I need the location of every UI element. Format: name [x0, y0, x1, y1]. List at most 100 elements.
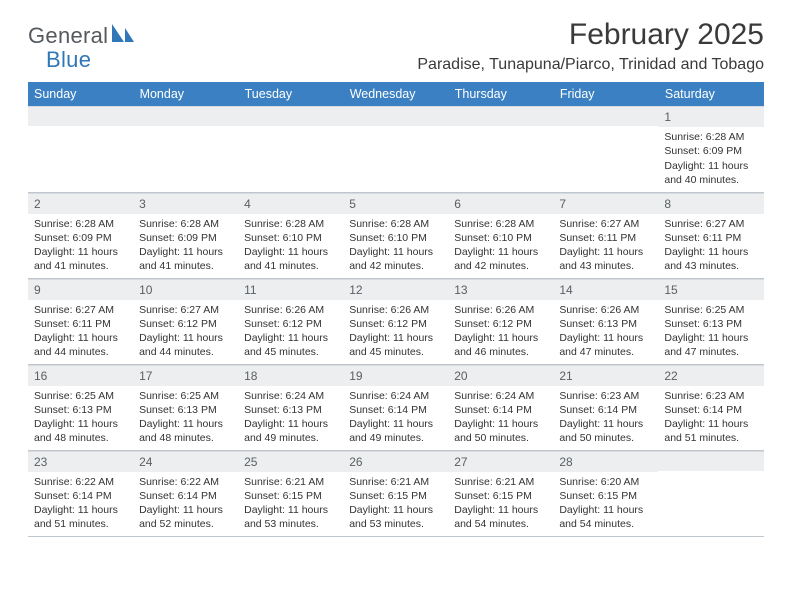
empty-day	[28, 106, 133, 126]
sunrise-line: Sunrise: 6:26 AM	[349, 303, 442, 317]
day-details: Sunrise: 6:25 AMSunset: 6:13 PMDaylight:…	[28, 386, 133, 450]
sunrise-line: Sunrise: 6:22 AM	[34, 475, 127, 489]
brand-word-1: General	[28, 23, 108, 49]
daylight-line: Daylight: 11 hours and 42 minutes.	[454, 245, 547, 273]
empty-day	[133, 106, 238, 126]
day-details: Sunrise: 6:22 AMSunset: 6:14 PMDaylight:…	[28, 472, 133, 536]
daylight-line: Daylight: 11 hours and 45 minutes.	[349, 331, 442, 359]
day-details: Sunrise: 6:28 AMSunset: 6:10 PMDaylight:…	[343, 214, 448, 278]
day-details: Sunrise: 6:28 AMSunset: 6:09 PMDaylight:…	[28, 214, 133, 278]
calendar-cell	[658, 450, 763, 536]
sunset-line: Sunset: 6:12 PM	[454, 317, 547, 331]
location-subtitle: Paradise, Tunapuna/Piarco, Trinidad and …	[417, 56, 764, 74]
sunrise-line: Sunrise: 6:25 AM	[139, 389, 232, 403]
calendar-cell: 5Sunrise: 6:28 AMSunset: 6:10 PMDaylight…	[343, 192, 448, 278]
sunset-line: Sunset: 6:13 PM	[139, 403, 232, 417]
day-details: Sunrise: 6:24 AMSunset: 6:14 PMDaylight:…	[448, 386, 553, 450]
day-number: 14	[553, 279, 658, 300]
day-number: 22	[658, 365, 763, 386]
daylight-line: Daylight: 11 hours and 50 minutes.	[454, 417, 547, 445]
calendar-cell: 26Sunrise: 6:21 AMSunset: 6:15 PMDayligh…	[343, 450, 448, 536]
calendar-row: 2Sunrise: 6:28 AMSunset: 6:09 PMDaylight…	[28, 192, 764, 278]
sunrise-line: Sunrise: 6:25 AM	[664, 303, 757, 317]
sunset-line: Sunset: 6:11 PM	[559, 231, 652, 245]
day-number: 23	[28, 451, 133, 472]
daylight-line: Daylight: 11 hours and 53 minutes.	[349, 503, 442, 531]
sunrise-line: Sunrise: 6:27 AM	[34, 303, 127, 317]
sunrise-line: Sunrise: 6:26 AM	[559, 303, 652, 317]
daylight-line: Daylight: 11 hours and 49 minutes.	[349, 417, 442, 445]
sunset-line: Sunset: 6:15 PM	[349, 489, 442, 503]
calendar-cell: 8Sunrise: 6:27 AMSunset: 6:11 PMDaylight…	[658, 192, 763, 278]
day-number: 28	[553, 451, 658, 472]
title-block: February 2025 Paradise, Tunapuna/Piarco,…	[417, 18, 764, 74]
day-details: Sunrise: 6:26 AMSunset: 6:12 PMDaylight:…	[238, 300, 343, 364]
calendar-cell	[343, 106, 448, 192]
calendar-cell	[28, 106, 133, 192]
daylight-line: Daylight: 11 hours and 43 minutes.	[664, 245, 757, 273]
sunset-line: Sunset: 6:15 PM	[559, 489, 652, 503]
calendar-cell: 12Sunrise: 6:26 AMSunset: 6:12 PMDayligh…	[343, 278, 448, 364]
day-number: 15	[658, 279, 763, 300]
daylight-line: Daylight: 11 hours and 44 minutes.	[34, 331, 127, 359]
month-title: February 2025	[417, 18, 764, 52]
daylight-line: Daylight: 11 hours and 41 minutes.	[244, 245, 337, 273]
day-number: 13	[448, 279, 553, 300]
day-details: Sunrise: 6:23 AMSunset: 6:14 PMDaylight:…	[553, 386, 658, 450]
day-details: Sunrise: 6:28 AMSunset: 6:10 PMDaylight:…	[238, 214, 343, 278]
day-details: Sunrise: 6:21 AMSunset: 6:15 PMDaylight:…	[448, 472, 553, 536]
daylight-line: Daylight: 11 hours and 48 minutes.	[34, 417, 127, 445]
day-header: Friday	[553, 82, 658, 106]
day-header: Tuesday	[238, 82, 343, 106]
sunrise-line: Sunrise: 6:21 AM	[349, 475, 442, 489]
day-number: 11	[238, 279, 343, 300]
calendar-cell: 23Sunrise: 6:22 AMSunset: 6:14 PMDayligh…	[28, 450, 133, 536]
day-details: Sunrise: 6:24 AMSunset: 6:14 PMDaylight:…	[343, 386, 448, 450]
sunrise-line: Sunrise: 6:24 AM	[454, 389, 547, 403]
logo-text-block: General Blue	[28, 22, 136, 73]
calendar-cell: 22Sunrise: 6:23 AMSunset: 6:14 PMDayligh…	[658, 364, 763, 450]
day-number: 24	[133, 451, 238, 472]
calendar-body: 1Sunrise: 6:28 AMSunset: 6:09 PMDaylight…	[28, 106, 764, 536]
daylight-line: Daylight: 11 hours and 51 minutes.	[664, 417, 757, 445]
brand-word-2: Blue	[46, 47, 136, 73]
calendar-cell: 11Sunrise: 6:26 AMSunset: 6:12 PMDayligh…	[238, 278, 343, 364]
calendar-row: 16Sunrise: 6:25 AMSunset: 6:13 PMDayligh…	[28, 364, 764, 450]
daylight-line: Daylight: 11 hours and 54 minutes.	[454, 503, 547, 531]
calendar-cell	[133, 106, 238, 192]
sunset-line: Sunset: 6:14 PM	[349, 403, 442, 417]
empty-day	[448, 106, 553, 126]
daylight-line: Daylight: 11 hours and 42 minutes.	[349, 245, 442, 273]
day-details: Sunrise: 6:21 AMSunset: 6:15 PMDaylight:…	[343, 472, 448, 536]
sunrise-line: Sunrise: 6:26 AM	[244, 303, 337, 317]
calendar-cell: 13Sunrise: 6:26 AMSunset: 6:12 PMDayligh…	[448, 278, 553, 364]
sunset-line: Sunset: 6:15 PM	[244, 489, 337, 503]
day-number: 17	[133, 365, 238, 386]
day-details: Sunrise: 6:28 AMSunset: 6:09 PMDaylight:…	[658, 127, 763, 191]
sunset-line: Sunset: 6:13 PM	[559, 317, 652, 331]
day-number: 16	[28, 365, 133, 386]
sunset-line: Sunset: 6:15 PM	[454, 489, 547, 503]
daylight-line: Daylight: 11 hours and 47 minutes.	[559, 331, 652, 359]
day-header: Sunday	[28, 82, 133, 106]
calendar-cell: 10Sunrise: 6:27 AMSunset: 6:12 PMDayligh…	[133, 278, 238, 364]
calendar-page: General Blue February 2025 Paradise, Tun…	[0, 0, 792, 549]
day-details: Sunrise: 6:25 AMSunset: 6:13 PMDaylight:…	[133, 386, 238, 450]
header: General Blue February 2025 Paradise, Tun…	[28, 18, 764, 74]
sunset-line: Sunset: 6:12 PM	[349, 317, 442, 331]
calendar-row: 9Sunrise: 6:27 AMSunset: 6:11 PMDaylight…	[28, 278, 764, 364]
sunset-line: Sunset: 6:10 PM	[454, 231, 547, 245]
sunset-line: Sunset: 6:13 PM	[244, 403, 337, 417]
sunset-line: Sunset: 6:14 PM	[664, 403, 757, 417]
empty-day	[238, 106, 343, 126]
calendar-cell: 27Sunrise: 6:21 AMSunset: 6:15 PMDayligh…	[448, 450, 553, 536]
calendar-header-row: SundayMondayTuesdayWednesdayThursdayFrid…	[28, 82, 764, 106]
daylight-line: Daylight: 11 hours and 44 minutes.	[139, 331, 232, 359]
day-details: Sunrise: 6:27 AMSunset: 6:11 PMDaylight:…	[553, 214, 658, 278]
sunrise-line: Sunrise: 6:27 AM	[664, 217, 757, 231]
calendar-cell: 2Sunrise: 6:28 AMSunset: 6:09 PMDaylight…	[28, 192, 133, 278]
day-details: Sunrise: 6:26 AMSunset: 6:13 PMDaylight:…	[553, 300, 658, 364]
calendar-table: SundayMondayTuesdayWednesdayThursdayFrid…	[28, 82, 764, 537]
sunset-line: Sunset: 6:14 PM	[139, 489, 232, 503]
day-number: 25	[238, 451, 343, 472]
